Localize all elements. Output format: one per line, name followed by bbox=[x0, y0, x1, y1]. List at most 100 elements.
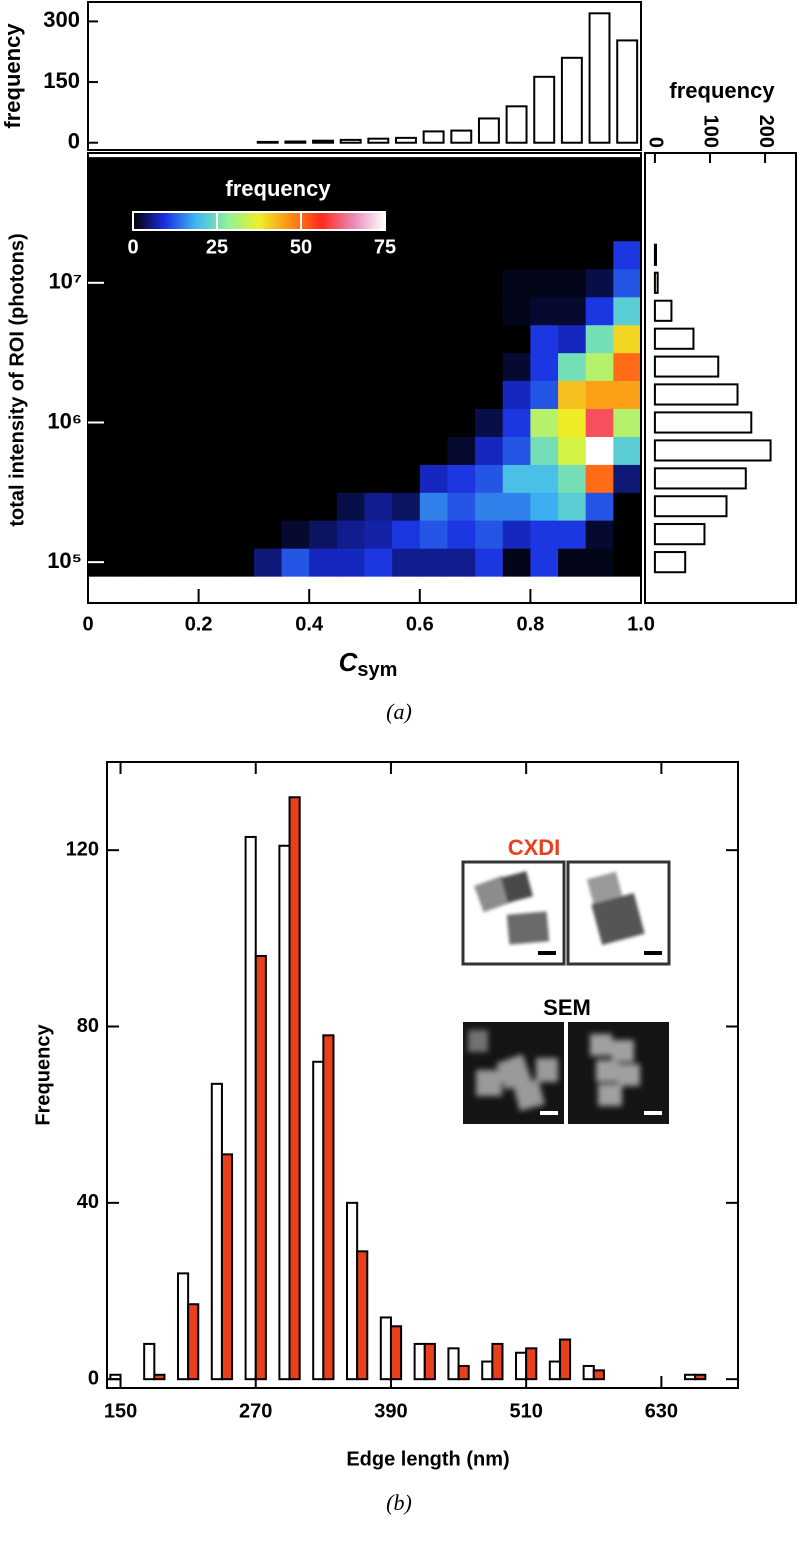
heat-cell bbox=[447, 213, 476, 242]
heat-cell bbox=[143, 520, 172, 549]
heat-cell bbox=[475, 352, 504, 381]
bar bbox=[389, 1325, 403, 1381]
bar bbox=[582, 1364, 595, 1381]
heat-cell bbox=[115, 548, 144, 577]
histogram-bar bbox=[653, 439, 772, 462]
heat-cell bbox=[115, 408, 144, 437]
heat-cell bbox=[281, 408, 310, 437]
y-tick-label: 10⁵ bbox=[47, 548, 82, 573]
heat-cell bbox=[502, 436, 531, 465]
heat-cell bbox=[392, 520, 421, 549]
bar bbox=[356, 1250, 369, 1381]
bar bbox=[423, 1342, 436, 1381]
x-axis-label: Edge length (nm) bbox=[346, 1448, 509, 1470]
heat-cell bbox=[198, 548, 227, 577]
bar bbox=[694, 1373, 707, 1381]
heat-cell bbox=[613, 352, 642, 381]
heat-cell bbox=[198, 352, 227, 381]
heat-cell bbox=[143, 492, 172, 521]
heat-cell bbox=[198, 380, 227, 409]
heat-cell bbox=[530, 240, 559, 270]
y-tick-label: 150 bbox=[43, 68, 80, 93]
heat-cell bbox=[309, 464, 338, 493]
heat-cell bbox=[419, 157, 448, 186]
heat-cell bbox=[392, 213, 421, 242]
heat-cell bbox=[585, 296, 614, 326]
heat-cell bbox=[530, 380, 559, 409]
heat-cell bbox=[613, 157, 642, 186]
heat-cell bbox=[364, 520, 393, 549]
heat-cell bbox=[170, 380, 200, 409]
bar bbox=[244, 835, 257, 1381]
y-axis-label: Frequency bbox=[32, 1024, 54, 1126]
histogram-bar bbox=[653, 299, 673, 322]
histogram-bar bbox=[505, 105, 528, 144]
histogram-bar bbox=[367, 137, 390, 144]
scale-bar bbox=[540, 1111, 558, 1115]
bar bbox=[457, 1364, 470, 1381]
bar bbox=[548, 1360, 561, 1381]
heat-cell bbox=[143, 352, 172, 381]
sem-particles bbox=[590, 1034, 640, 1106]
heat-cell bbox=[115, 185, 144, 214]
x-tick-label: 510 bbox=[509, 1400, 542, 1422]
y-tick-label: 10⁶ bbox=[47, 408, 82, 433]
heat-cell bbox=[253, 520, 283, 549]
x-tick-label: 200 bbox=[755, 115, 777, 148]
bar bbox=[379, 1316, 392, 1381]
heat-cell bbox=[502, 464, 531, 493]
heat-cell bbox=[419, 380, 448, 409]
heat-cell bbox=[585, 185, 614, 214]
heat-cell bbox=[88, 296, 117, 326]
y-tick-label: 40 bbox=[77, 1191, 99, 1213]
histogram-bar bbox=[653, 243, 658, 266]
heat-cell bbox=[115, 324, 144, 354]
bar bbox=[210, 1082, 223, 1381]
heat-cell bbox=[336, 436, 365, 465]
heat-cell bbox=[585, 268, 614, 298]
heat-cell bbox=[502, 268, 531, 298]
heat-cell bbox=[88, 213, 117, 242]
heat-cell bbox=[558, 185, 587, 214]
heat-cell bbox=[475, 240, 504, 270]
heat-cell bbox=[392, 464, 421, 493]
heat-cell bbox=[226, 464, 255, 493]
colorbar-tick-label: 75 bbox=[374, 236, 396, 258]
bar bbox=[176, 1272, 190, 1381]
heat-cell bbox=[502, 548, 531, 577]
heat-cell bbox=[88, 492, 117, 521]
heat-cell bbox=[226, 157, 255, 186]
heat-cell bbox=[558, 380, 587, 409]
heat-cell bbox=[143, 268, 172, 298]
heat-cell bbox=[419, 408, 448, 437]
heat-cell bbox=[253, 436, 283, 465]
heat-cell bbox=[419, 352, 448, 381]
bar bbox=[491, 1342, 504, 1381]
histogram-bar bbox=[312, 139, 334, 144]
heat-cell bbox=[530, 157, 559, 186]
heat-cell bbox=[170, 464, 200, 493]
heat-cell bbox=[309, 436, 338, 465]
bar bbox=[346, 1201, 359, 1381]
heat-cell bbox=[198, 157, 227, 186]
histogram-bar bbox=[560, 56, 583, 144]
histogram-bar bbox=[339, 138, 362, 144]
heat-cell bbox=[419, 520, 448, 549]
heat-cell bbox=[392, 548, 421, 577]
heat-cell bbox=[530, 352, 559, 381]
heat-cell bbox=[88, 324, 117, 354]
heat-cell bbox=[447, 464, 476, 493]
x-tick-label: 150 bbox=[104, 1400, 137, 1422]
heat-cell bbox=[336, 464, 365, 493]
heat-cell bbox=[336, 352, 365, 381]
heat-cell bbox=[309, 380, 338, 409]
heat-cell bbox=[143, 240, 172, 270]
colorbar-tick-label: 0 bbox=[127, 236, 138, 258]
heat-cell bbox=[585, 157, 614, 186]
heat-cell bbox=[392, 268, 421, 298]
heat-cell bbox=[392, 380, 421, 409]
heat-cell bbox=[419, 213, 448, 242]
heat-cell bbox=[392, 492, 421, 521]
heat-cell bbox=[585, 213, 614, 242]
heat-cell bbox=[502, 157, 531, 186]
